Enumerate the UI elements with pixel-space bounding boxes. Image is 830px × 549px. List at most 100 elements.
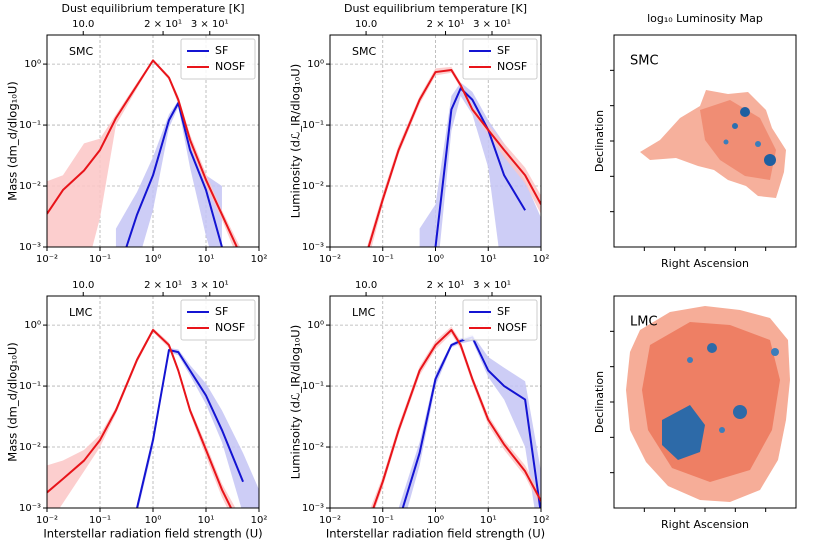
x-tick-label: 10⁻² xyxy=(36,254,58,265)
x-tick-label: 10¹ xyxy=(480,254,497,265)
x-tick-label: 10² xyxy=(533,515,550,526)
y-tick-label: 10⁰ xyxy=(307,320,324,331)
y-axis-label: Mass (dm_d/dlog₁₀U) xyxy=(6,81,20,200)
series-line xyxy=(434,87,526,247)
lmc-cluster xyxy=(719,427,725,433)
x2-axis-label: Dust equilibrium temperature [K] xyxy=(61,2,244,15)
lmc-cluster xyxy=(707,343,717,353)
lmc-map-image xyxy=(626,306,790,502)
smc-cluster xyxy=(764,154,776,166)
x-axis-label: Interstellar radiation field strength (U… xyxy=(43,527,262,541)
smc-cluster xyxy=(723,139,729,145)
x2-tick-label: 10.0 xyxy=(72,19,94,30)
x-axis-label: Right Ascension xyxy=(661,257,749,270)
x-tick-label: 10⁻¹ xyxy=(372,254,394,265)
band xyxy=(366,66,541,247)
axes-frame xyxy=(329,34,542,248)
x-tick-label: 10⁰ xyxy=(145,254,162,265)
x-tick-label: 10⁰ xyxy=(427,515,444,526)
plot-area xyxy=(366,66,541,247)
axes-frame xyxy=(46,295,260,509)
x2-tick-label: 10.0 xyxy=(72,280,94,291)
x-tick-label: 10⁻¹ xyxy=(372,515,394,526)
x2-tick-label: 2 × 10¹ xyxy=(427,19,465,30)
x2-tick-label: 10.0 xyxy=(355,280,377,291)
band xyxy=(370,326,541,508)
y-tick-label: 10⁻² xyxy=(19,181,41,192)
x2-tick-label: 2 × 10¹ xyxy=(427,280,465,291)
y-tick-label: 10⁰ xyxy=(24,59,41,70)
legend-label: NOSF xyxy=(497,321,527,334)
legend-label: NOSF xyxy=(215,60,245,73)
y-tick-label: 10⁻¹ xyxy=(19,120,41,131)
legend-label: SF xyxy=(215,305,228,318)
x2-tick-label: 2 × 10¹ xyxy=(144,280,182,291)
series-line xyxy=(47,59,238,247)
band xyxy=(115,100,222,247)
lmc-cluster xyxy=(733,405,747,419)
smc-bright-region xyxy=(700,100,776,180)
y-tick-label: 10⁻¹ xyxy=(302,381,324,392)
x-axis-label: Right Ascension xyxy=(661,518,749,531)
x-tick-label: 10¹ xyxy=(198,515,215,526)
legend-box xyxy=(462,299,538,341)
legend-label: SF xyxy=(497,305,510,318)
series-line xyxy=(367,69,541,247)
x2-tick-label: 3 × 10¹ xyxy=(473,280,511,291)
plot-area xyxy=(47,59,241,247)
x-tick-label: 10⁻¹ xyxy=(89,515,111,526)
legend-label: NOSF xyxy=(497,60,527,73)
legend-box xyxy=(180,299,256,341)
panel-label: LMC xyxy=(352,306,376,319)
legend-box xyxy=(462,38,538,80)
x-tick-label: 10⁻² xyxy=(319,515,341,526)
y-tick-label: 10⁻² xyxy=(19,442,41,453)
y-axis-label: Luminosity (dℒ_IR/dlog₁₀U) xyxy=(289,64,303,218)
panel-label: SMC xyxy=(630,54,659,69)
plot-area xyxy=(47,327,259,508)
y-tick-label: 10⁻¹ xyxy=(302,120,324,131)
lmc-cluster xyxy=(687,357,693,363)
x2-axis-label: Dust equilibrium temperature [K] xyxy=(344,2,527,15)
smc-cluster xyxy=(740,107,750,117)
x2-tick-label: 3 × 10¹ xyxy=(473,19,511,30)
y-tick-label: 10⁻³ xyxy=(302,503,324,514)
panel-label: LMC xyxy=(69,306,93,319)
panel-label: SMC xyxy=(352,45,376,58)
legend-label: SF xyxy=(497,44,510,57)
band xyxy=(47,59,241,247)
axes-frame xyxy=(329,295,542,509)
y-tick-label: 10⁻³ xyxy=(302,242,324,253)
y-tick-label: 10⁰ xyxy=(24,320,41,331)
y-tick-label: 10⁻² xyxy=(302,181,324,192)
y-tick-label: 10⁻¹ xyxy=(19,381,41,392)
y-tick-label: 10⁰ xyxy=(307,59,324,70)
panel-label: SMC xyxy=(69,45,93,58)
smc-cluster xyxy=(732,123,738,129)
series-line xyxy=(136,349,244,508)
x-tick-label: 10² xyxy=(533,254,550,265)
y-axis-label: Declination xyxy=(593,371,606,433)
x-tick-label: 10² xyxy=(251,515,268,526)
x-axis-label: Interstellar radiation field strength (U… xyxy=(326,527,545,541)
smc-map-image xyxy=(640,90,786,198)
legend-box xyxy=(180,38,256,80)
y-axis-label: Luminsoity (dℒ_IR/dlog₁₀U) xyxy=(289,325,303,479)
x2-tick-label: 3 × 10¹ xyxy=(191,280,229,291)
y-tick-label: 10⁻³ xyxy=(19,503,41,514)
y-tick-label: 10⁻³ xyxy=(19,242,41,253)
lmc-cluster xyxy=(771,348,779,356)
x-tick-label: 10⁻² xyxy=(36,515,58,526)
panel-label: LMC xyxy=(630,315,658,330)
map-title: log₁₀ Luminosity Map xyxy=(647,12,763,25)
lmc-cluster xyxy=(662,405,705,460)
x-tick-label: 10⁻¹ xyxy=(89,254,111,265)
x-tick-label: 10⁻² xyxy=(319,254,341,265)
x-tick-label: 10⁰ xyxy=(427,254,444,265)
axes-frame xyxy=(46,34,260,248)
band xyxy=(137,348,259,508)
x-tick-label: 10¹ xyxy=(480,515,497,526)
x-tick-label: 10¹ xyxy=(198,254,215,265)
